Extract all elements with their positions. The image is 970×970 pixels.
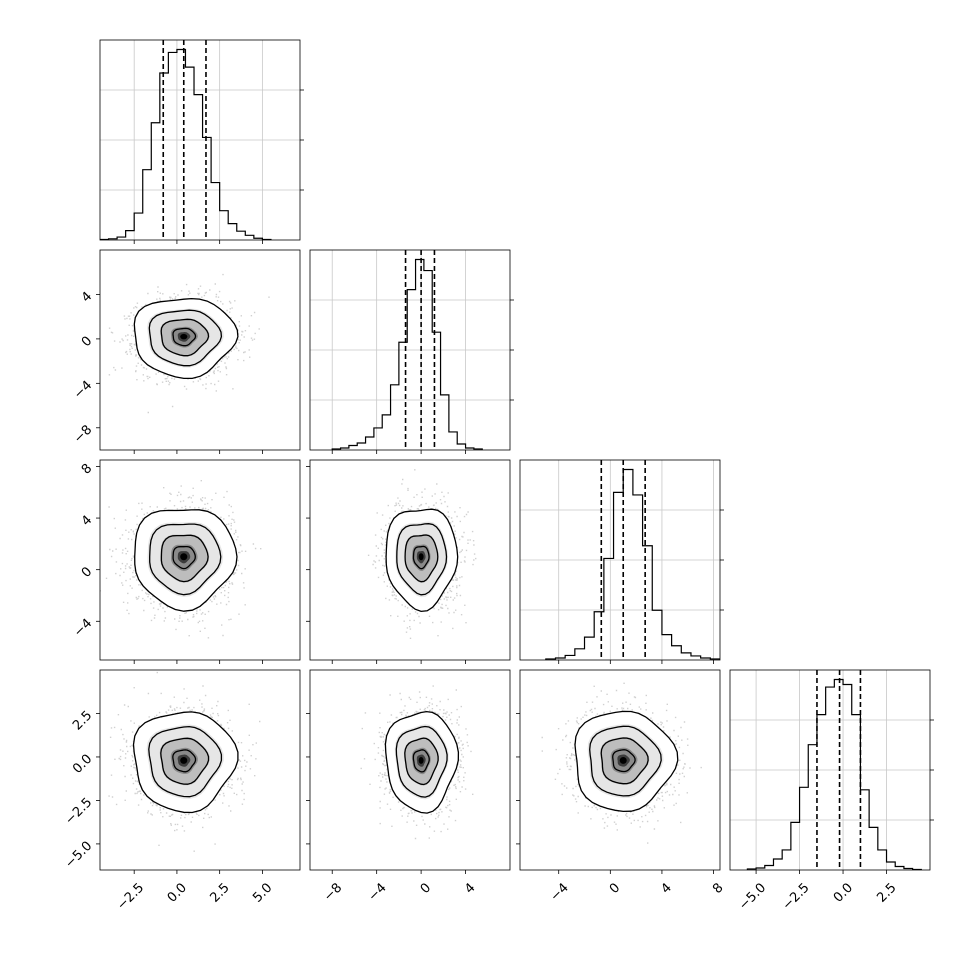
panel-frame <box>99 249 301 451</box>
density-peak <box>180 333 188 340</box>
histogram-steps <box>746 678 922 870</box>
density-peak <box>180 553 188 561</box>
y-tick-label: 0 <box>79 334 95 350</box>
x-tick-label: −4 <box>366 880 390 904</box>
x-tick-label: −4 <box>548 880 572 904</box>
x-tick-label: −2.5 <box>114 880 147 913</box>
density-peak <box>418 756 424 764</box>
histogram-panel <box>519 459 724 664</box>
x-tick-label: 8 <box>710 880 726 896</box>
x-tick-label: 2.5 <box>207 880 232 905</box>
histogram-steps <box>331 258 483 450</box>
y-tick-label: −5.0 <box>62 839 95 872</box>
contour-panel <box>96 669 301 874</box>
contour-line <box>600 737 649 785</box>
contour-line <box>412 545 430 570</box>
contour-line <box>404 534 439 583</box>
contour-line <box>148 309 223 367</box>
x-tick-label: −8 <box>321 880 345 904</box>
contour-line <box>412 749 430 773</box>
x-tick-label: 2.5 <box>874 880 899 905</box>
x-tick-label: 5.0 <box>250 880 275 905</box>
y-tick-label: 2.5 <box>70 708 95 733</box>
histogram-panel <box>99 39 304 244</box>
contour-line <box>172 545 196 570</box>
y-tick-label: −2.5 <box>62 795 95 828</box>
x-tick-label: −2.5 <box>780 880 813 913</box>
panel-frame <box>99 459 301 661</box>
contour-panel <box>96 249 301 454</box>
panel-frame <box>519 669 721 871</box>
contour-line <box>404 737 439 786</box>
x-tick-label: 0.0 <box>831 880 856 905</box>
histogram-steps <box>100 48 272 240</box>
contour-line <box>133 297 239 380</box>
contour-line <box>160 318 210 357</box>
contour-line <box>395 725 448 798</box>
x-tick-label: 0.0 <box>165 880 190 905</box>
contour-line <box>589 725 662 797</box>
contour-panel <box>306 669 511 874</box>
x-tick-label: −5.0 <box>736 880 769 913</box>
contour-line <box>172 327 197 347</box>
contour-line <box>384 710 460 814</box>
contour-line <box>148 725 223 798</box>
y-tick-label: 4 <box>79 513 95 529</box>
histogram-panel <box>309 249 514 454</box>
contour-line <box>160 737 210 785</box>
contour-line <box>149 523 222 596</box>
y-tick-label: 4 <box>79 289 95 305</box>
density-peak <box>418 553 424 561</box>
contour-panel <box>306 459 511 664</box>
contour-line <box>132 711 239 814</box>
histogram-steps <box>545 468 720 660</box>
panel-frame <box>309 669 511 871</box>
density-peak <box>619 756 627 764</box>
x-tick-label: 0 <box>607 880 623 896</box>
y-tick-label: 0.0 <box>70 752 95 777</box>
y-tick-label: −4 <box>71 616 95 640</box>
panel-frame <box>99 669 301 871</box>
histogram-panel <box>729 669 934 874</box>
contour-line <box>385 508 459 613</box>
y-tick-label: −4 <box>71 378 95 402</box>
contour-line <box>134 509 238 612</box>
x-tick-label: 0 <box>418 880 434 896</box>
x-tick-label: 4 <box>659 880 675 896</box>
panel-frame <box>309 459 511 661</box>
contour-line <box>612 749 636 773</box>
y-tick-label: −8 <box>71 422 95 446</box>
y-tick-label: 8 <box>79 461 95 477</box>
density-peak <box>180 756 188 764</box>
contour-panel <box>96 459 301 664</box>
contour-line <box>160 534 209 583</box>
contour-panel <box>516 669 721 874</box>
contour-line <box>574 710 679 813</box>
contour-line <box>396 523 448 596</box>
y-tick-label: 0 <box>79 564 95 580</box>
x-tick-label: 4 <box>462 880 478 896</box>
contour-line <box>172 749 197 773</box>
